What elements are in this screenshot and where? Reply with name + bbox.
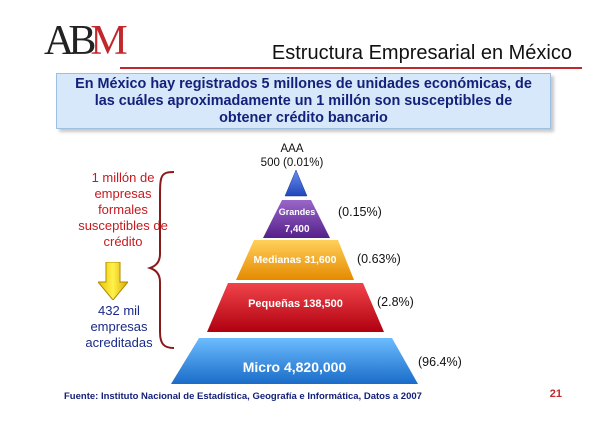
grouping-bracket	[146, 171, 175, 349]
banner-text: En México hay registrados 5 millones de …	[75, 75, 532, 126]
tier-medianas-pct: (0.63%)	[357, 252, 401, 266]
down-arrow-icon	[98, 262, 128, 300]
tier-grandes-pct: (0.15%)	[338, 205, 382, 219]
tier-micro	[171, 338, 418, 384]
tier-micro-pct: (96.4%)	[418, 355, 462, 369]
aaa-label: AAA	[280, 143, 304, 155]
page-number: 21	[549, 388, 562, 400]
intro-banner: En México hay registrados 5 millones de …	[56, 73, 551, 129]
tier-grandes	[263, 200, 330, 238]
aaa-value: 500 (0.01%)	[260, 157, 324, 169]
tier-pequenas-label: Pequeñas 138,500	[248, 298, 343, 310]
logo-letters-m: M	[90, 18, 127, 64]
page-title: Estructura Empresarial en México	[271, 42, 572, 64]
tier-grandes-value: 7,400	[284, 224, 310, 235]
tier-pequenas-pct: (2.8%)	[377, 295, 414, 309]
tier-aaa-apex	[284, 169, 308, 197]
susceptible-credit-note: 1 millón de empresas formales susceptibl…	[78, 170, 168, 249]
title-divider	[120, 67, 582, 69]
source-citation: Fuente: Instituto Nacional de Estadístic…	[64, 391, 422, 402]
abm-logo: ABM	[44, 16, 128, 66]
tier-pequenas	[207, 283, 384, 332]
accredited-companies-note: 432 mil empresas acreditadas	[85, 303, 153, 350]
tier-medianas	[236, 240, 354, 280]
tier-micro-label: Micro 4,820,000	[242, 359, 347, 375]
tier-medianas-label: Medianas 31,600	[253, 254, 337, 266]
pyramid-top-annotation: AAA 500 (0.01%)	[252, 142, 332, 170]
tier-grandes-label: Grandes	[278, 207, 316, 217]
